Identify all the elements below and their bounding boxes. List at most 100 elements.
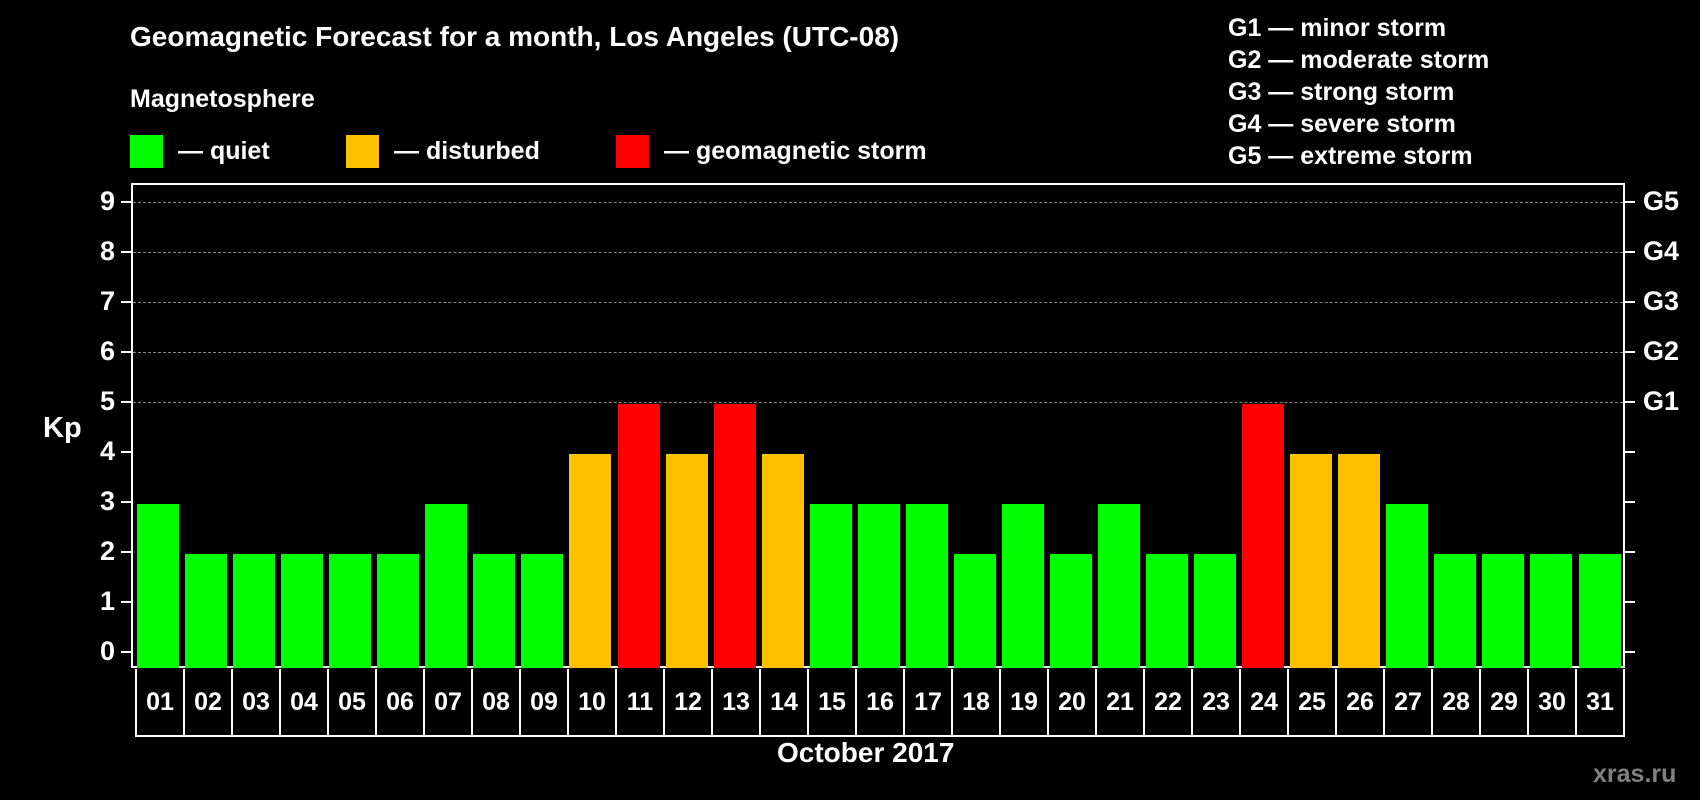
y-tick-label: 8 bbox=[99, 236, 115, 266]
bar-day-29 bbox=[1482, 554, 1525, 668]
gridline bbox=[133, 402, 1623, 403]
right-tick bbox=[1625, 601, 1635, 603]
legend-label: — disturbed bbox=[394, 137, 540, 165]
bar-day-21 bbox=[1098, 504, 1140, 668]
bar-day-05 bbox=[329, 554, 372, 668]
storm-scale-g3: G3 — strong storm bbox=[1228, 78, 1455, 106]
storm-level-label: G1 bbox=[1643, 386, 1680, 416]
legend-label: — geomagnetic storm bbox=[664, 137, 927, 165]
bar-day-17 bbox=[905, 504, 948, 668]
y-tick-label: 6 bbox=[99, 336, 115, 366]
right-tick bbox=[1625, 351, 1635, 353]
bar-day-01 bbox=[137, 504, 179, 668]
legend-item-quiet: — quiet bbox=[130, 135, 270, 168]
y-tick bbox=[121, 551, 131, 553]
bar-day-22 bbox=[1146, 554, 1189, 668]
day-label: 04 bbox=[279, 669, 327, 735]
bar-day-30 bbox=[1530, 554, 1573, 668]
storm-scale-g2: G2 — moderate storm bbox=[1228, 46, 1490, 74]
legend-item-disturbed: — disturbed bbox=[346, 135, 540, 168]
bar-day-28 bbox=[1434, 554, 1477, 668]
storm-scale-legend: G1 — minor storm G2 — moderate storm G3 … bbox=[1228, 12, 1489, 172]
day-label: 20 bbox=[1047, 669, 1095, 735]
day-label: 10 bbox=[567, 669, 615, 735]
bar-day-08 bbox=[473, 554, 516, 668]
y-tick bbox=[121, 501, 131, 503]
day-label: 05 bbox=[327, 669, 375, 735]
day-label: 11 bbox=[615, 669, 663, 735]
bar-day-02 bbox=[185, 554, 228, 668]
y-tick bbox=[121, 251, 131, 253]
right-tick bbox=[1625, 501, 1635, 503]
day-label: 24 bbox=[1239, 669, 1287, 735]
y-tick-label: 2 bbox=[99, 536, 115, 566]
legend-swatch-disturbed bbox=[346, 135, 379, 168]
day-label: 27 bbox=[1383, 669, 1431, 735]
bar-day-12 bbox=[665, 454, 708, 668]
day-label: 22 bbox=[1143, 669, 1191, 735]
bar-day-15 bbox=[809, 504, 852, 668]
y-tick bbox=[121, 601, 131, 603]
bar-day-26 bbox=[1338, 454, 1381, 668]
bar-day-23 bbox=[1194, 554, 1237, 668]
storm-scale-g5: G5 — extreme storm bbox=[1228, 142, 1473, 170]
day-label: 02 bbox=[183, 669, 231, 735]
legend-swatch-storm bbox=[616, 135, 649, 168]
storm-scale-g1: G1 — minor storm bbox=[1228, 14, 1447, 42]
bar-day-07 bbox=[425, 504, 468, 668]
bar-day-04 bbox=[281, 554, 324, 668]
day-label: 12 bbox=[663, 669, 711, 735]
right-tick bbox=[1625, 301, 1635, 303]
bar-day-20 bbox=[1049, 554, 1092, 668]
y-tick bbox=[121, 451, 131, 453]
storm-scale-g4: G4 — severe storm bbox=[1228, 110, 1456, 138]
day-label: 09 bbox=[519, 669, 567, 735]
bar-day-14 bbox=[761, 454, 804, 668]
y-tick bbox=[121, 301, 131, 303]
day-label: 07 bbox=[423, 669, 471, 735]
y-tick bbox=[121, 201, 131, 203]
bar-day-24 bbox=[1242, 404, 1285, 668]
bar-day-31 bbox=[1578, 554, 1621, 668]
bar-day-25 bbox=[1290, 454, 1333, 668]
y-tick-label: 4 bbox=[99, 436, 115, 466]
gridline bbox=[133, 302, 1623, 303]
right-tick bbox=[1625, 201, 1635, 203]
day-label: 13 bbox=[711, 669, 759, 735]
bar-day-27 bbox=[1386, 504, 1429, 668]
gridline bbox=[133, 352, 1623, 353]
bar-day-11 bbox=[617, 404, 660, 668]
day-label: 03 bbox=[231, 669, 279, 735]
legend-item-storm: — geomagnetic storm bbox=[616, 135, 927, 168]
day-label: 26 bbox=[1335, 669, 1383, 735]
day-label: 30 bbox=[1527, 669, 1575, 735]
day-label: 19 bbox=[999, 669, 1047, 735]
legend-swatch-quiet bbox=[130, 135, 163, 168]
bar-day-19 bbox=[1001, 504, 1044, 668]
day-label: 16 bbox=[855, 669, 903, 735]
gridline bbox=[133, 202, 1623, 203]
day-label: 29 bbox=[1479, 669, 1527, 735]
right-tick bbox=[1625, 651, 1635, 653]
day-label: 06 bbox=[375, 669, 423, 735]
day-label: 23 bbox=[1191, 669, 1239, 735]
storm-level-label: G5 bbox=[1643, 186, 1680, 216]
day-label: 14 bbox=[759, 669, 807, 735]
bar-day-13 bbox=[713, 404, 756, 668]
storm-level-label: G2 bbox=[1643, 336, 1680, 366]
day-label: 01 bbox=[135, 669, 183, 735]
right-tick bbox=[1625, 251, 1635, 253]
gridline bbox=[133, 252, 1623, 253]
date-row: 01 02 03 04 05 06 07 08 09 10 11 12 13 14 15 16 17 18 19 20… bbox=[135, 669, 1625, 737]
storm-level-label: G3 bbox=[1643, 286, 1680, 316]
storm-level-label: G4 bbox=[1643, 236, 1680, 266]
chart-title: Geomagnetic Forecast for a month, Los An… bbox=[130, 21, 900, 52]
y-tick bbox=[121, 651, 131, 653]
right-tick bbox=[1625, 401, 1635, 403]
day-label: 17 bbox=[903, 669, 951, 735]
y-axis-label: Kp bbox=[43, 412, 82, 444]
day-label: 31 bbox=[1575, 669, 1625, 735]
right-tick bbox=[1625, 551, 1635, 553]
right-tick bbox=[1625, 451, 1635, 453]
bar-day-03 bbox=[233, 554, 276, 668]
